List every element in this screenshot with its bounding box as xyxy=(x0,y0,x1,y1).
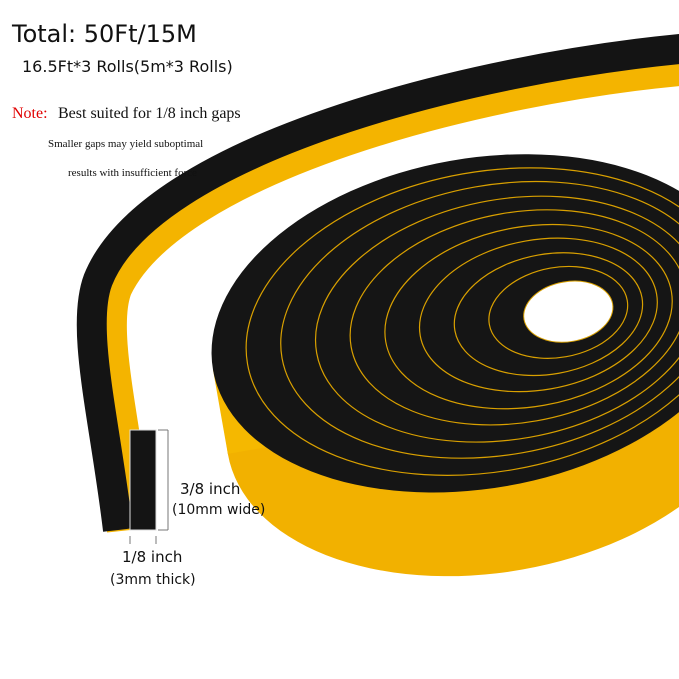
note-text: Best suited for 1/8 inch gaps xyxy=(58,105,241,122)
note-detail: results with insufficient force xyxy=(68,167,197,179)
roll-rings xyxy=(245,167,679,476)
note-detail: Smaller gaps may yield suboptimal xyxy=(48,138,203,150)
width-metric: (10mm wide) xyxy=(172,502,265,518)
strip-foam xyxy=(76,34,679,532)
subtitle: 16.5Ft*3 Rolls(5m*3 Rolls) xyxy=(22,57,233,76)
width-label: 3/8 inch xyxy=(180,480,240,498)
thickness-label: 1/8 inch xyxy=(122,548,182,566)
thickness-metric: (3mm thick) xyxy=(110,572,196,588)
title: Total: 50Ft/15M xyxy=(11,20,197,48)
dimension-lines xyxy=(129,429,169,544)
strip-end xyxy=(129,429,157,531)
note-label: Note: xyxy=(12,105,48,122)
tape-strip xyxy=(76,34,679,533)
roll-core xyxy=(523,280,614,343)
tape-roll xyxy=(211,154,679,577)
roll-top xyxy=(211,154,679,493)
